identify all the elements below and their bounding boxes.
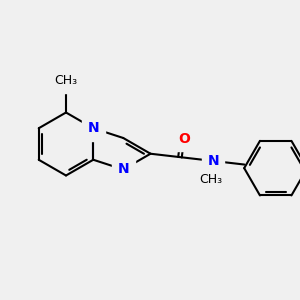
Text: N: N [117,163,129,176]
Text: O: O [178,132,190,145]
Text: CH₃: CH₃ [54,74,78,88]
Text: N: N [207,154,219,168]
Text: N: N [88,121,99,135]
Text: CH₃: CH₃ [199,173,222,186]
